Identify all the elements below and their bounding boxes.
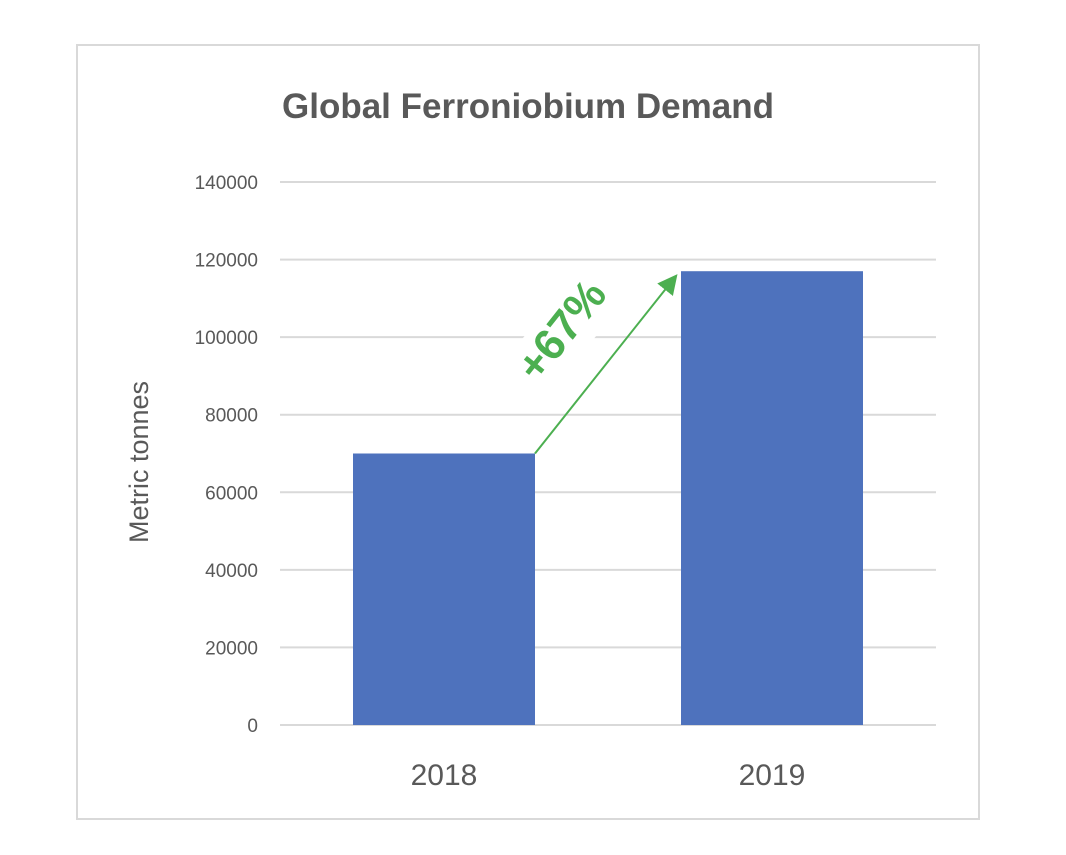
y-axis-label: Metric tonnes	[124, 381, 154, 543]
y-tick-label: 80000	[205, 406, 258, 427]
y-tick-label: 60000	[205, 483, 258, 504]
y-axis-ticks: 0 20000 40000 60000 80000 100000 120000 140000	[195, 173, 258, 737]
x-axis-ticks: 2018 2019	[411, 759, 806, 792]
y-tick-label: 120000	[195, 251, 258, 272]
y-tick-label: 20000	[205, 638, 258, 659]
y-tick-label: 100000	[195, 328, 258, 349]
x-tick-label: 2019	[739, 759, 806, 792]
bar-2019	[681, 271, 863, 725]
x-tick-label: 2018	[411, 759, 478, 792]
bar-2018	[353, 453, 535, 725]
chart-title: Global Ferroniobium Demand	[282, 87, 774, 126]
growth-arrow	[534, 274, 678, 455]
bars	[353, 271, 863, 725]
y-tick-label: 40000	[205, 561, 258, 582]
annotation-background	[503, 265, 625, 398]
y-tick-label: 140000	[195, 173, 258, 194]
annotation: +67%	[503, 265, 678, 455]
y-tick-label: 0	[247, 716, 258, 737]
